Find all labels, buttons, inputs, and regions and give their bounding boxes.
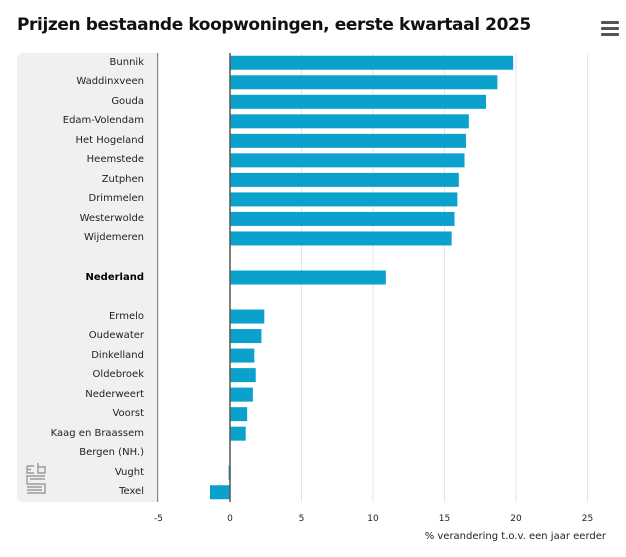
category-label-panel	[17, 53, 158, 502]
bar[interactable]	[230, 114, 469, 129]
category-label: Waddinxveen	[76, 76, 144, 88]
category-label: Bergen (NH.)	[79, 447, 144, 459]
x-tick-label: 20	[510, 514, 522, 524]
category-label: Dinkelland	[91, 349, 144, 361]
bar[interactable]	[230, 368, 256, 383]
category-label: Voorst	[112, 408, 144, 420]
x-tick-label: 5	[299, 514, 305, 524]
category-label: Oudewater	[88, 330, 144, 342]
category-label: Oldebroek	[92, 369, 144, 381]
bar[interactable]	[230, 192, 458, 207]
bar[interactable]	[230, 270, 386, 285]
panel-divider	[157, 53, 158, 502]
bar[interactable]	[230, 172, 459, 187]
category-label: Het Hogeland	[75, 134, 144, 146]
category-label: Texel	[119, 486, 144, 498]
category-label: Zutphen	[101, 173, 144, 185]
bar[interactable]	[230, 407, 248, 422]
bar[interactable]	[230, 329, 262, 344]
category-label: Drimmelen	[88, 193, 145, 205]
bar[interactable]	[230, 55, 514, 70]
bar[interactable]	[230, 426, 246, 441]
category-label: Vught	[114, 466, 144, 478]
bar[interactable]	[230, 231, 452, 246]
category-label: Edam-Volendam	[62, 115, 144, 127]
menu-line	[601, 33, 619, 36]
menu-line	[601, 27, 619, 30]
category-label: Westerwolde	[79, 212, 144, 224]
category-label: Ermelo	[108, 310, 144, 322]
bar[interactable]	[230, 94, 486, 109]
menu-line	[601, 21, 619, 24]
bar[interactable]	[230, 309, 265, 324]
category-label: Bunnik	[109, 56, 144, 68]
bar[interactable]	[230, 75, 498, 90]
x-tick-label: 10	[367, 514, 379, 524]
category-label: Nederweert	[85, 388, 144, 400]
bar[interactable]	[230, 211, 455, 226]
bar[interactable]	[230, 133, 466, 148]
bar[interactable]	[230, 348, 255, 363]
bar[interactable]	[230, 387, 253, 402]
cbs-logo-icon	[26, 463, 46, 494]
chart-title: Prijzen bestaande koopwoningen, eerste k…	[17, 15, 531, 35]
hamburger-menu-icon[interactable]	[601, 21, 620, 37]
category-label: Gouda	[111, 95, 144, 107]
category-label: Heemstede	[86, 154, 144, 166]
bar[interactable]	[209, 485, 230, 500]
x-tick-label: 0	[227, 514, 233, 524]
x-axis-title: % verandering t.o.v. een jaar eerder	[424, 531, 606, 542]
category-label: Wijdemeren	[84, 232, 144, 244]
category-label: Kaag en Braassem	[50, 427, 144, 439]
x-tick-label: 25	[582, 514, 593, 524]
category-label: Nederland	[85, 271, 144, 283]
bar[interactable]	[230, 153, 465, 168]
x-tick-label: -5	[154, 514, 163, 524]
x-tick-label: 15	[439, 514, 450, 524]
